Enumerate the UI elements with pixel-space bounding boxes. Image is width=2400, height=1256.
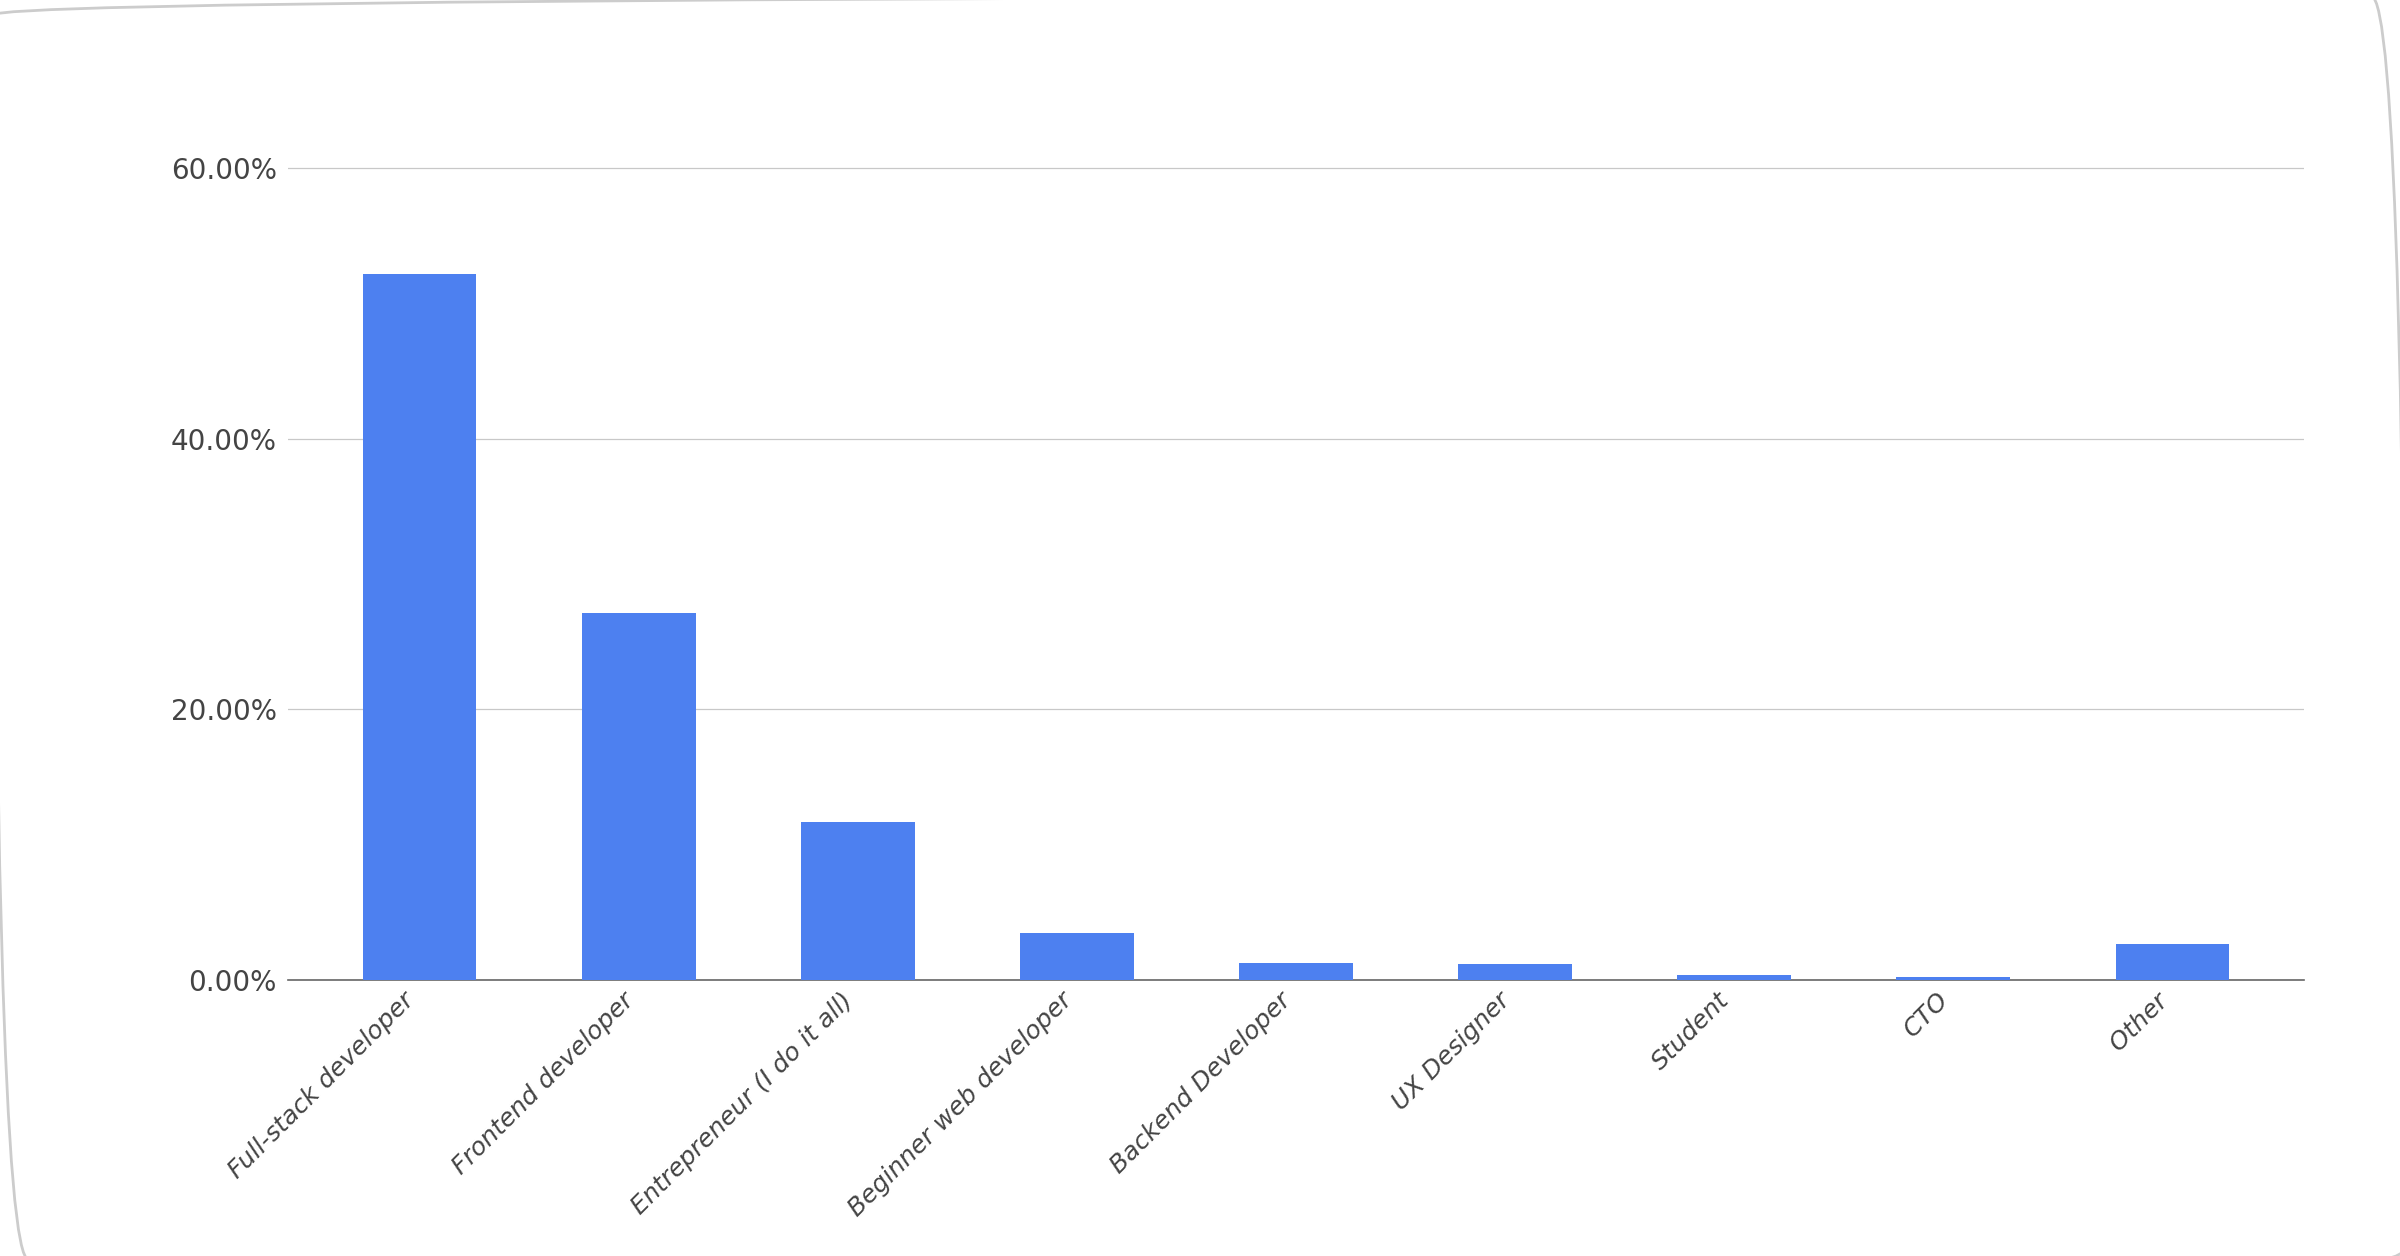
Bar [1896,977,2011,980]
Bar [1678,975,1790,980]
Bar [1020,933,1133,980]
Bar [1459,965,1572,980]
Bar [2114,943,2230,980]
Bar [1238,963,1354,980]
Bar [802,823,914,980]
Bar [581,613,696,980]
Bar [362,274,478,980]
